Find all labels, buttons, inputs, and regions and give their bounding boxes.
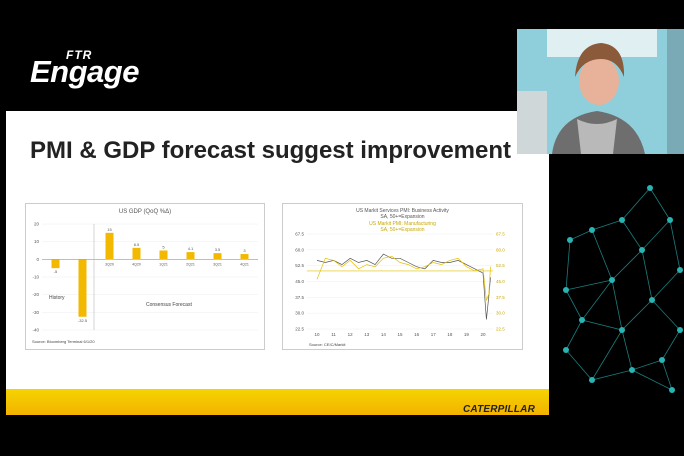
gdp-category-label: 3Q20 [105,262,114,266]
pmi-x-tick: 15 [397,332,403,337]
presentation-slide: PMI & GDP forecast suggest improvement U… [6,111,549,415]
gdp-data-label: 3 [243,248,246,253]
pmi-y-right-tick: 60.0 [496,247,505,252]
forecast-annotation: Consensus Forecast [146,302,192,308]
gdp-bar [78,259,87,317]
brand-ftr: FTR [66,48,93,62]
pmi-y-left-tick: 45.0 [295,279,304,284]
presenter-webcam [517,29,684,154]
gdp-bar [240,254,249,260]
gdp-category-label: 2Q21 [186,262,195,266]
gdp-bar [159,250,168,260]
gdp-source: Source: Bloomberg Terminal 6/1/20 [32,339,95,344]
gdp-bar [105,232,114,260]
slide-title: PMI & GDP forecast suggest improvement [30,137,512,164]
pmi-chart-title-line2: SA, 50+=Expansion [380,214,425,220]
pmi-y-left-tick: 30.0 [295,311,304,316]
gdp-data-label: 15 [107,227,112,232]
gdp-data-label: -32.5 [78,318,88,323]
pmi-x-tick: 10 [314,332,320,337]
gdp-y-tick: 20 [34,222,40,227]
gdp-y-tick: -10 [32,275,39,280]
pmi-y-right-tick: 37.5 [496,295,505,300]
pmi-y-right-tick: 22.5 [496,327,505,332]
pmi-y-left-tick: 67.5 [295,232,304,237]
pmi-x-tick: 11 [331,332,336,337]
network-graphic [563,185,683,393]
brand-engage: Engage [30,54,139,89]
pmi-y-right-tick: 67.5 [496,232,505,237]
gdp-data-label: 5 [162,245,165,250]
caterpillar-logo: CATERPILLAR [462,404,535,415]
pmi-source: Source: CEIC/Markit [309,342,346,347]
pmi-y-right-tick: 52.5 [496,263,505,268]
gdp-y-tick: 10 [34,239,40,244]
pmi-y-left-tick: 22.5 [295,327,304,332]
gdp-data-label: 6.5 [134,242,140,247]
history-annotation: History [49,295,65,301]
gdp-y-tick: -20 [32,292,39,297]
gdp-bar [51,259,60,269]
gdp-category-label: 4Q21 [240,262,249,266]
pmi-y-left-tick: 52.5 [295,263,304,268]
presenter-video [517,29,684,154]
pmi-y-left-tick: 37.5 [295,295,304,300]
gdp-bar [186,252,195,260]
gdp-y-tick: -40 [32,328,39,333]
pmi-x-tick: 14 [381,332,387,337]
gdp-y-tick: -30 [32,310,39,315]
pmi-y-right-tick: 45.0 [496,279,505,284]
slide-footer-bar [6,389,549,415]
pmi-y-left-tick: 60.0 [295,247,304,252]
pmi-chart-subtitle: US Markit PMI: Manufacturing [369,221,436,227]
pmi-chart-title: US Markit Services PMI: Business Activit… [356,208,449,214]
pmi-x-tick: 20 [481,332,487,337]
gdp-data-label: -5 [54,269,58,274]
pmi-x-tick: 12 [348,332,354,337]
gdp-chart: US GDP (QoQ %Δ) 20 10 0 -10 -20 -30 -40 -5 -32.5… [25,203,265,350]
pmi-x-tick: 18 [447,332,453,337]
gdp-data-label: 3.5 [215,247,221,252]
gdp-chart-plot: 20 10 0 -10 -20 -30 -40 -5 -32.5 15 3Q20 6.5 4Q20 5 1Q… [32,222,258,333]
pmi-y-right-tick: 30.0 [496,311,505,316]
pmi-series-line [316,253,491,320]
pmi-x-tick: 13 [364,332,370,337]
gdp-y-tick: 0 [36,257,39,262]
gdp-category-label: 4Q20 [132,262,141,266]
pmi-series-line [316,255,491,301]
gdp-bar [213,253,222,260]
gdp-data-label: 4.1 [188,246,194,251]
gdp-chart-title: US GDP (QoQ %Δ) [118,209,172,215]
pmi-x-tick: 16 [414,332,420,337]
gdp-category-label: 3Q21 [213,262,222,266]
gdp-category-label: 1Q21 [159,262,168,266]
pmi-chart: US Markit Services PMI: Business Activit… [282,203,523,350]
pmi-x-tick: 17 [431,332,437,337]
gdp-bar [132,247,141,260]
pmi-chart-plot: 67.5 60.0 52.5 45.0 37.5 30.0 22.5 67.5 60.0 52.5… [295,232,505,338]
pmi-x-tick: 19 [464,332,470,337]
pmi-chart-subtitle-line2: SA, 50+=Expansion [380,227,425,233]
